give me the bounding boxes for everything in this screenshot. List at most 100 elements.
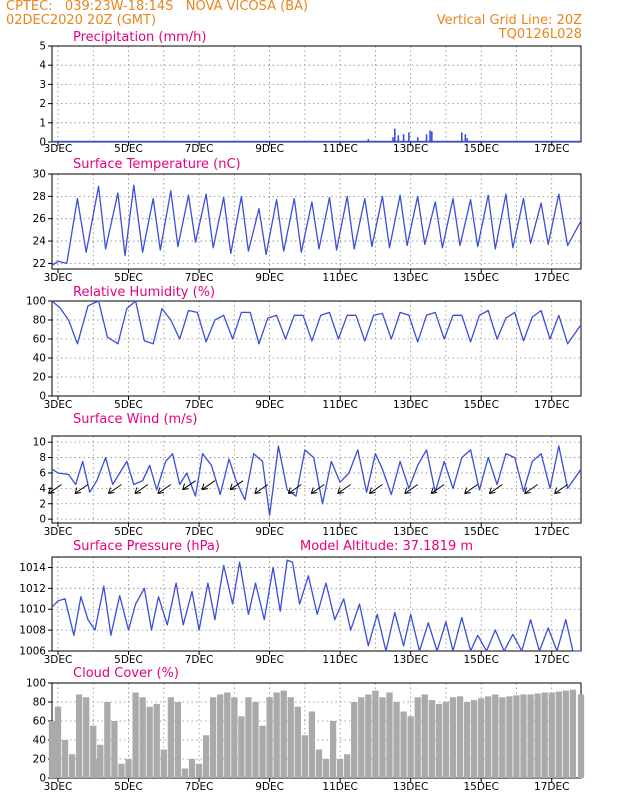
cloud-bar [125, 759, 132, 778]
y-tick-label: 100 [26, 296, 46, 308]
panel-frame [51, 300, 582, 397]
precip-bar [416, 137, 419, 142]
wind-arrow-head [182, 488, 189, 491]
x-tick-label: 5DEC [114, 272, 143, 284]
x-tick-label: 15DEC [463, 654, 498, 666]
precip-bar [466, 138, 468, 142]
x-tick-label: 7DEC [185, 654, 214, 666]
cloud-bar [407, 716, 414, 778]
cloud-bar [449, 697, 457, 778]
y-tick-label: 60 [33, 716, 46, 728]
wind-arrow-head [369, 492, 376, 494]
wind-arrow-head [488, 487, 492, 494]
wind-arrow [254, 484, 269, 494]
x-tick-label: 9DEC [255, 143, 284, 155]
wind-arrow [337, 484, 351, 494]
precip-bar [460, 132, 463, 142]
y-tick-label: 1014 [19, 562, 46, 574]
wind-arrow-head [524, 492, 531, 494]
cloud-bar [527, 694, 534, 778]
precip-bar [408, 132, 410, 142]
panel-title: Relative Humidity (%) [73, 285, 215, 300]
x-tick-label: 7DEC [185, 399, 214, 411]
panel-5: 0 20 40 60 80 100 3DEC 5DEC 7DEC 9DEC 11DEC 13DEC 15… [26, 666, 585, 793]
cloud-bar [365, 694, 372, 778]
y-tick-label: 80 [33, 315, 46, 327]
cloud-bar [428, 700, 435, 778]
x-tick-label: 15DEC [463, 526, 498, 538]
y-tick-label: 1006 [19, 646, 46, 658]
y-tick-label: 3 [39, 79, 46, 91]
cloud-bar [358, 697, 365, 778]
cloud-bar [555, 691, 562, 778]
cloud-bar [470, 700, 478, 778]
cloud-bar [238, 716, 245, 778]
cloud-bar [308, 711, 316, 778]
cloud-bar [463, 702, 471, 778]
wind-arrow-head [182, 483, 186, 490]
x-tick-label: 9DEC [255, 781, 284, 793]
cloud-bar [520, 694, 527, 778]
wind-arrow-head [108, 487, 111, 494]
x-tick-label: 13DEC [393, 781, 428, 793]
x-tick-label: 17DEC [534, 143, 569, 155]
cloud-bar [478, 698, 485, 778]
series-line [51, 559, 581, 652]
precip-bar [425, 134, 428, 142]
panel-frame [51, 556, 582, 652]
wind-arrow-head [201, 488, 209, 491]
wind-arrow-head [48, 492, 55, 494]
cloud-bar [217, 694, 224, 778]
precip-bar [392, 137, 394, 142]
x-tick-label: 7DEC [185, 526, 214, 538]
x-tick-label: 13DEC [393, 526, 428, 538]
cloud-bar [492, 694, 499, 778]
header-model-id: TQ0126L028 [498, 27, 582, 42]
x-tick-label: 5DEC [114, 143, 143, 155]
y-tick-label: 60 [33, 334, 46, 346]
x-tick-label: 3DEC [44, 272, 73, 284]
cloud-bar [174, 702, 182, 778]
cloud-bar [111, 721, 118, 778]
wind-arrow [430, 484, 445, 494]
cloud-bar [195, 763, 203, 778]
wind-arrow [201, 480, 216, 491]
panel-title: Cloud Cover (%) [73, 666, 179, 681]
cloud-bar [118, 763, 125, 778]
wind-arrow-head [74, 487, 78, 494]
y-tick-label: 28 [33, 191, 46, 203]
series-line [51, 300, 582, 345]
cloud-bar [322, 759, 330, 778]
x-tick-label: 17DEC [534, 654, 569, 666]
series-line [51, 445, 582, 516]
panel-frame [51, 435, 582, 524]
x-tick-label: 7DEC [185, 272, 214, 284]
cloud-bar [329, 721, 337, 778]
y-tick-label: 2 [39, 98, 46, 110]
wind-arrow-head [74, 492, 82, 494]
wind-arrow-head [404, 492, 411, 494]
wind-arrow [48, 484, 62, 494]
y-tick-label: 20 [33, 754, 46, 766]
cloud-bar [393, 702, 400, 778]
wind-arrow-head [254, 487, 258, 494]
precip-bar [397, 135, 400, 142]
cloud-bar [273, 692, 280, 778]
cloud-bar [287, 697, 294, 778]
wind-arrow-head [201, 483, 205, 490]
wind-arrow-head [430, 487, 434, 494]
cloud-bar [336, 759, 344, 778]
cloud-bar [210, 697, 217, 778]
cloud-bar [139, 697, 146, 778]
wind-arrow [182, 480, 196, 491]
x-tick-label: 11DEC [322, 526, 357, 538]
x-tick-label: 9DEC [255, 654, 284, 666]
cloud-bar [181, 768, 189, 778]
cloud-bar [76, 694, 83, 778]
precip-bar [464, 134, 467, 142]
panel-title: Precipitation (mm/h) [73, 30, 206, 45]
x-tick-label: 13DEC [393, 143, 428, 155]
wind-arrow-head [134, 487, 138, 494]
y-tick-label: 0 [39, 514, 46, 526]
